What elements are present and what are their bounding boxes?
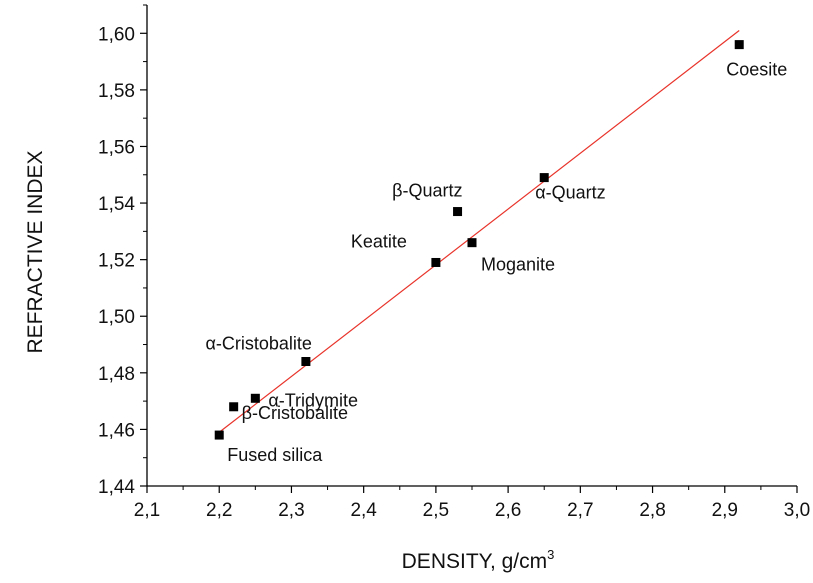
y-tick-label: 1,52 [98, 251, 135, 272]
x-tick-label: 2,5 [423, 500, 449, 521]
y-tick-label: 1,48 [98, 364, 135, 385]
data-point [467, 238, 477, 248]
data-point [453, 207, 463, 217]
y-tick-label: 1,44 [98, 477, 135, 498]
data-label: Keatite [351, 231, 407, 251]
y-tick-label: 1,58 [98, 81, 135, 102]
x-tick-label: 2,8 [639, 500, 665, 521]
data-point [250, 393, 260, 403]
x-tick-label: 2,1 [134, 500, 160, 521]
data-label: Moganite [481, 255, 555, 275]
data-label: Coesite [726, 60, 787, 80]
y-tick-label: 1,46 [98, 420, 135, 441]
data-label: α-Tridymite [268, 390, 358, 410]
data-point [431, 257, 441, 267]
x-tick-label: 3,0 [784, 500, 810, 521]
y-axis-title: REFRACTIVE INDEX [24, 150, 47, 353]
data-label: α-Cristobalite [205, 334, 311, 354]
x-axis-title-superscript: 3 [547, 547, 554, 562]
data-label: Fused silica [227, 445, 323, 465]
y-tick-label: 1,50 [98, 307, 135, 328]
x-tick-label: 2,4 [350, 500, 377, 521]
data-label: α-Quartz [535, 183, 605, 203]
fit-line-group [218, 29, 740, 433]
tick-group: 2,1 2,2 2,3 2,4 2,5 2,6 2,7 2,8 2,9 3,0 1,44 1,46 1,… [98, 4, 810, 521]
y-tick-label: 1,56 [98, 137, 135, 158]
data-point [214, 430, 224, 440]
y-tick-label: 1,60 [98, 24, 135, 45]
x-tick-label: 2,6 [495, 500, 521, 521]
data-label: β-Quartz [392, 181, 462, 201]
fit-line [218, 29, 740, 433]
y-tick-label: 1,54 [98, 194, 135, 215]
x-tick-label: 2,2 [206, 500, 232, 521]
x-axis-title: DENSITY, g/cm3 [402, 547, 555, 573]
data-label: β-Cristobalite [242, 403, 348, 423]
data-points [214, 40, 744, 440]
x-axis-title-main: DENSITY, g/cm [402, 550, 547, 573]
x-tick-label: 2,7 [567, 500, 593, 521]
data-point [539, 173, 549, 183]
data-point [301, 357, 311, 367]
data-point [734, 40, 744, 50]
x-tick-label: 2,3 [278, 500, 304, 521]
data-point [229, 402, 239, 412]
x-tick-label: 2,9 [712, 500, 738, 521]
